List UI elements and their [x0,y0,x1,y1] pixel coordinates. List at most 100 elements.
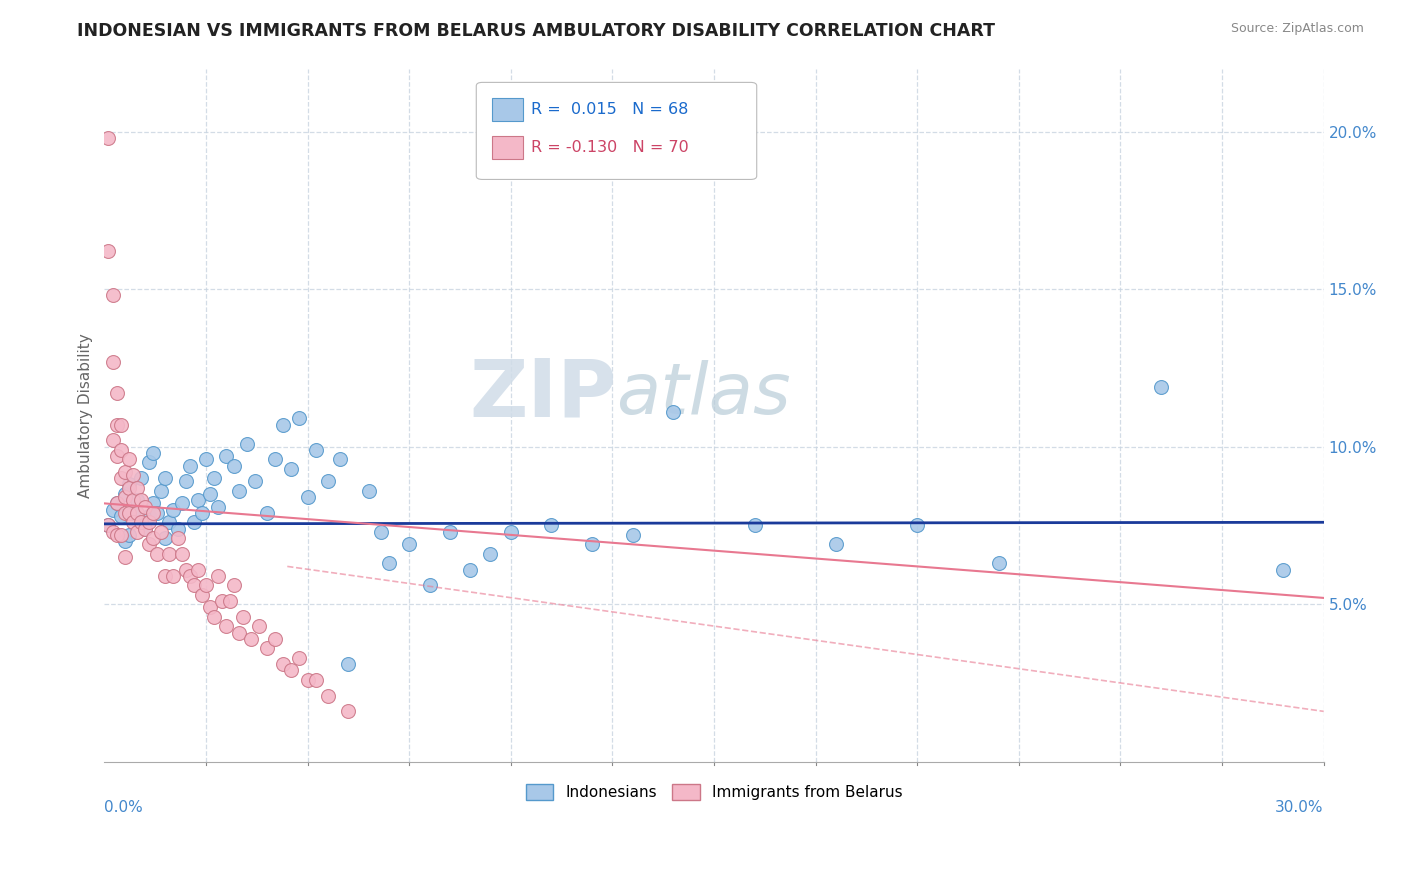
Text: R = -0.130   N = 70: R = -0.130 N = 70 [531,140,689,155]
Point [125,481,148,495]
Point [146,547,169,561]
Point [101,354,124,368]
Point [114,487,136,501]
Point [125,493,148,508]
Text: Source: ZipAtlas.com: Source: ZipAtlas.com [1230,22,1364,36]
Point [987,556,1010,570]
Point [110,417,132,432]
Point [162,569,184,583]
Point [110,508,132,523]
Point [114,534,136,549]
Point [198,600,221,615]
Point [97,518,120,533]
Point [224,578,246,592]
Point [179,569,201,583]
Point [305,673,328,687]
Point [256,641,278,656]
Point [105,496,128,510]
FancyBboxPatch shape [492,98,523,120]
Point [170,496,193,510]
Point [202,610,225,624]
Point [118,506,141,520]
Point [288,411,311,425]
Point [101,434,124,448]
Point [297,673,319,687]
Point [280,664,302,678]
Point [114,506,136,520]
Point [134,522,156,536]
Point [138,516,160,530]
Point [183,578,205,592]
Point [101,288,124,302]
Point [114,549,136,564]
Point [101,502,124,516]
Point [105,528,128,542]
Point [235,436,257,450]
Point [207,569,229,583]
Point [150,483,173,498]
Point [419,578,441,592]
Point [195,578,218,592]
Point [110,442,132,457]
Point [329,452,352,467]
Point [337,657,360,672]
Point [825,537,848,551]
Point [264,632,287,646]
Point [166,531,188,545]
Point [155,569,177,583]
Point [228,483,250,498]
FancyBboxPatch shape [492,136,523,159]
Point [264,452,287,467]
Point [215,449,238,463]
Point [155,471,177,485]
Point [316,475,339,489]
Point [125,506,148,520]
Point [479,547,502,561]
Point [150,524,173,539]
Point [232,610,254,624]
Point [142,496,165,510]
Point [129,493,152,508]
Point [243,475,266,489]
Point [1150,380,1173,394]
Point [195,452,218,467]
Y-axis label: Ambulatory Disability: Ambulatory Disability [79,333,93,498]
Point [219,594,242,608]
Point [138,455,160,469]
Point [114,490,136,504]
Point [398,537,420,551]
Point [138,537,160,551]
Point [121,468,143,483]
Point [105,417,128,432]
Point [142,506,165,520]
Point [118,452,141,467]
Point [105,449,128,463]
Text: R =  0.015   N = 68: R = 0.015 N = 68 [531,102,689,117]
Point [540,518,562,533]
Text: INDONESIAN VS IMMIGRANTS FROM BELARUS AMBULATORY DISABILITY CORRELATION CHART: INDONESIAN VS IMMIGRANTS FROM BELARUS AM… [77,22,995,40]
Point [256,506,278,520]
Point [439,524,461,539]
Point [187,563,209,577]
Point [1272,563,1295,577]
Point [157,516,180,530]
Point [271,417,294,432]
Point [162,502,184,516]
Point [174,563,197,577]
Point [191,588,214,602]
Point [224,458,246,473]
Point [288,650,311,665]
Point [191,506,214,520]
Text: ZIP: ZIP [470,355,616,434]
Point [157,547,180,561]
Point [183,516,205,530]
Point [337,704,360,718]
Point [187,493,209,508]
Point [166,522,188,536]
Point [155,531,177,545]
Text: 0.0%: 0.0% [104,800,143,815]
Point [744,518,766,533]
Point [239,632,262,646]
Point [142,446,165,460]
Point [114,465,136,479]
